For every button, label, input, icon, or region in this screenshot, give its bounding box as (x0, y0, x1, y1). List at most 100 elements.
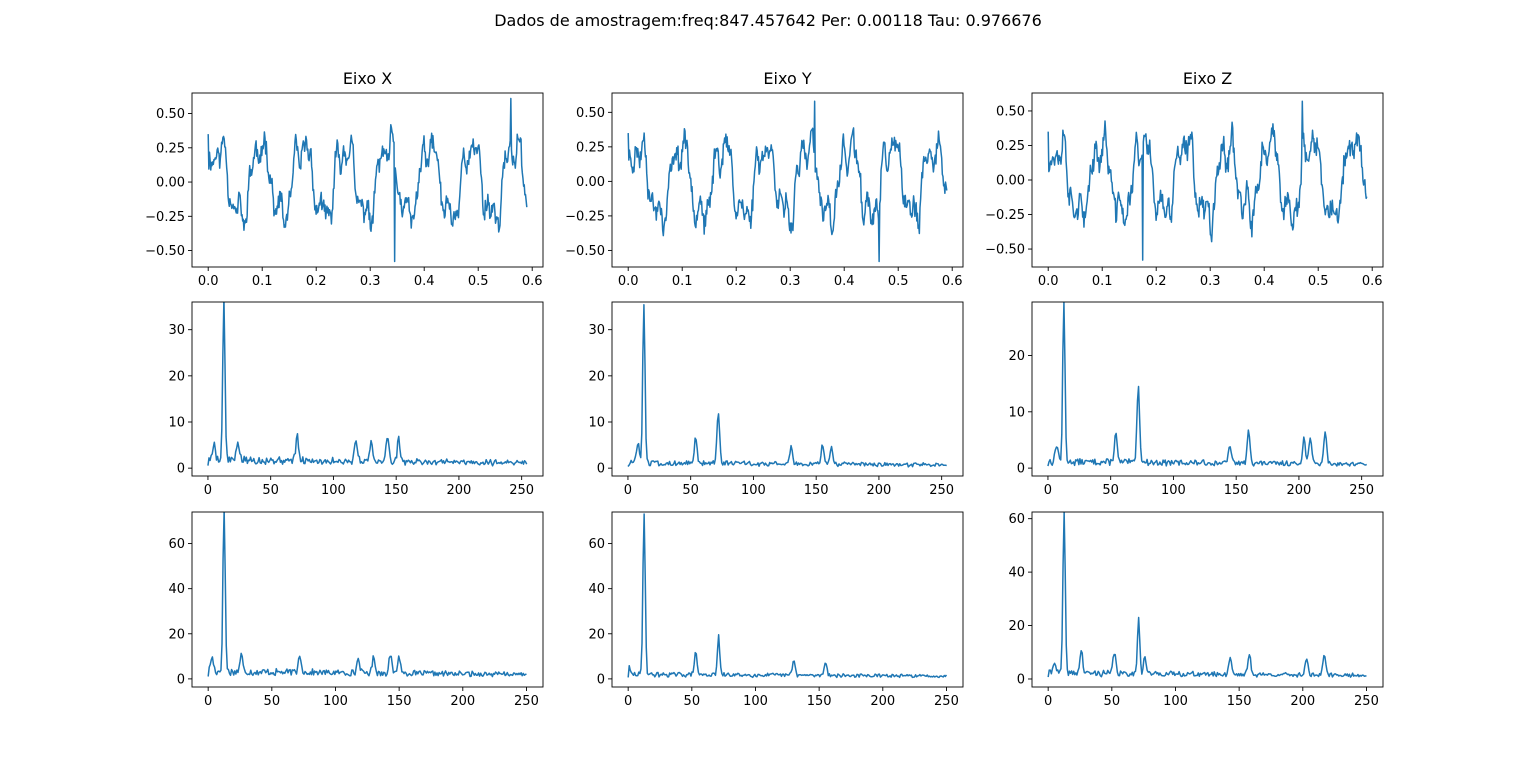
y-tick-label: 20 (1008, 619, 1025, 634)
axes-frame (611, 301, 964, 477)
subplot-title: Eixo X (343, 69, 392, 88)
axes-frame (611, 511, 964, 688)
y-tick-label: 10 (168, 416, 185, 431)
x-tick-label: 200 (450, 694, 475, 709)
x-tick-label: 50 (1104, 694, 1121, 709)
y-tick-label: 0 (1017, 672, 1025, 687)
x-tick-label: 200 (1290, 694, 1315, 709)
y-tick-label: 10 (1008, 405, 1025, 420)
x-tick-label: 250 (514, 694, 539, 709)
x-tick-label: 0 (1044, 694, 1052, 709)
series-line (207, 512, 527, 678)
x-tick-label: 0.1 (672, 274, 693, 289)
series-line (207, 97, 528, 263)
x-tick-label: 0 (204, 483, 212, 498)
series-line (1047, 302, 1368, 467)
axes-frame (1031, 511, 1384, 688)
x-tick-label: 0.1 (252, 274, 273, 289)
x-tick-label: 100 (321, 483, 346, 498)
subplot-r2-y: 0 50 100 150 200 250 0 10 20 30 (588, 301, 964, 498)
x-tick-label: 150 (807, 694, 832, 709)
x-tick-label: 250 (509, 483, 534, 498)
y-tick-label: 0.00 (576, 175, 605, 190)
x-tick-label: 100 (1161, 483, 1186, 498)
x-tick-label: 0.4 (1254, 274, 1275, 289)
subplot-r1-x: 0.0 0.1 0.2 0.3 0.4 0.5 0.6 −0.50 −0.25 0.00 0.25 0… (145, 69, 544, 289)
y-tick-label: −0.50 (565, 244, 605, 259)
y-tick-label: 30 (588, 323, 605, 338)
axes-frame (191, 92, 544, 268)
x-tick-label: 0.6 (1362, 274, 1383, 289)
x-tick-label: 0 (1044, 483, 1052, 498)
x-tick-label: 0.5 (1308, 274, 1329, 289)
x-tick-label: 0.4 (834, 274, 855, 289)
y-tick-label: 0 (177, 672, 185, 687)
y-tick-label: −0.50 (985, 243, 1025, 258)
y-tick-label: 20 (588, 627, 605, 642)
x-tick-label: 0.2 (726, 274, 747, 289)
series-line (1047, 512, 1367, 678)
x-tick-label: 50 (682, 483, 699, 498)
x-tick-label: 100 (1163, 694, 1188, 709)
y-tick-label: 0.00 (996, 174, 1025, 189)
series-line (627, 100, 948, 263)
y-tick-label: −0.25 (145, 210, 185, 225)
y-tick-label: 0 (597, 672, 605, 687)
y-tick-label: −0.25 (985, 208, 1025, 223)
y-tick-label: −0.50 (145, 244, 185, 259)
x-tick-label: 0.2 (1146, 274, 1167, 289)
y-tick-label: 0.25 (996, 139, 1025, 154)
x-tick-label: 50 (1102, 483, 1119, 498)
figure-suptitle: Dados de amostragem:freq:847.457642 Per:… (494, 11, 1042, 30)
y-tick-label: 0 (177, 462, 185, 477)
y-tick-label: 0.50 (576, 106, 605, 121)
axes-frame (191, 301, 544, 477)
x-tick-label: 0.4 (414, 274, 435, 289)
x-tick-label: 0.1 (1092, 274, 1113, 289)
y-tick-label: 0 (1017, 462, 1025, 477)
y-tick-label: 60 (588, 537, 605, 552)
y-tick-label: 30 (168, 323, 185, 338)
x-tick-label: 0.6 (942, 274, 963, 289)
x-tick-label: 250 (1354, 694, 1379, 709)
y-tick-label: 0 (597, 462, 605, 477)
x-tick-label: 0.3 (1200, 274, 1221, 289)
x-tick-label: 0.0 (618, 274, 639, 289)
x-tick-label: 50 (684, 694, 701, 709)
y-tick-label: 20 (168, 369, 185, 384)
x-tick-label: 0 (204, 694, 212, 709)
x-tick-label: 150 (384, 483, 409, 498)
x-tick-label: 100 (741, 483, 766, 498)
x-tick-label: 0.2 (306, 274, 327, 289)
x-tick-label: 50 (262, 483, 279, 498)
y-tick-label: 0.50 (996, 104, 1025, 119)
axes-frame (1031, 92, 1384, 268)
x-tick-label: 50 (264, 694, 281, 709)
x-tick-label: 0.3 (360, 274, 381, 289)
x-tick-label: 0.5 (468, 274, 489, 289)
x-tick-label: 100 (743, 694, 768, 709)
subplot-r2-z: 0 50 100 150 200 250 0 10 20 (1008, 301, 1384, 498)
x-tick-label: 150 (387, 694, 412, 709)
y-tick-label: 40 (1008, 566, 1025, 581)
y-tick-label: 10 (588, 416, 605, 431)
x-tick-label: 150 (804, 483, 829, 498)
y-tick-label: 0.25 (576, 140, 605, 155)
x-tick-label: 0.5 (888, 274, 909, 289)
subplot-title: Eixo Z (1183, 69, 1232, 88)
x-tick-label: 0 (624, 694, 632, 709)
subplot-r2-x: 0 50 100 150 200 250 0 10 20 30 (168, 301, 544, 498)
subplot-title: Eixo Y (763, 69, 811, 88)
series-line (627, 304, 947, 468)
y-tick-label: 0.25 (156, 141, 185, 156)
y-tick-label: 0.50 (156, 107, 185, 122)
y-tick-label: 20 (1008, 349, 1025, 364)
x-tick-label: 0.0 (1038, 274, 1059, 289)
series-line (627, 513, 948, 679)
axes-frame (1031, 301, 1384, 477)
subplot-r3-y: 0 50 100 150 200 250 0 20 40 60 (588, 511, 964, 709)
series-line (1047, 100, 1368, 261)
y-tick-label: −0.25 (565, 209, 605, 224)
x-tick-label: 200 (447, 483, 472, 498)
